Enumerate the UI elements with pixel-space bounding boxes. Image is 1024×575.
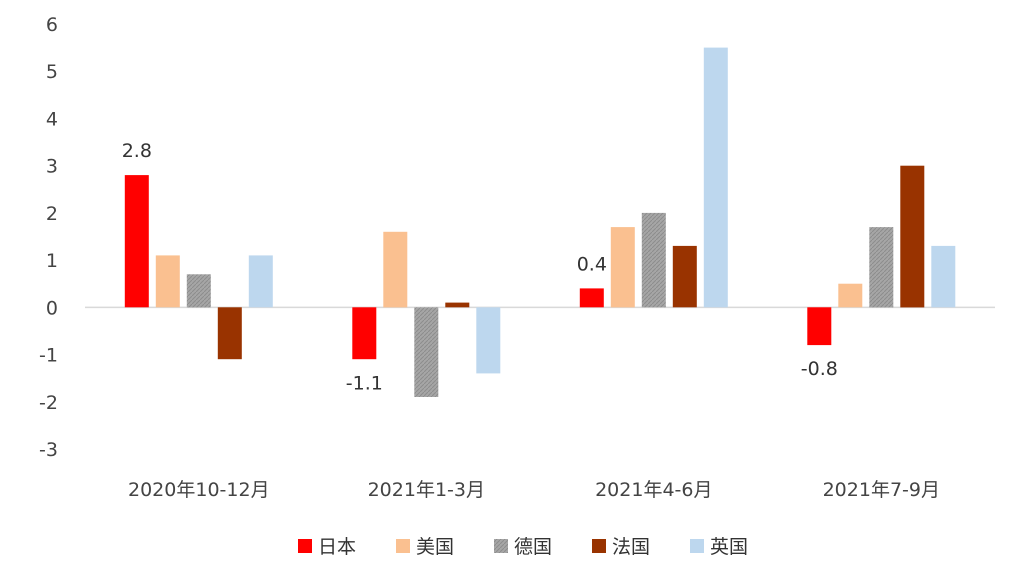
bar-series-1-cat-0 — [155, 255, 180, 308]
y-tick-label: 5 — [46, 61, 58, 83]
bar-series-2-cat-3 — [869, 227, 894, 308]
bar-series-2-cat-0 — [186, 274, 211, 308]
bar-series-3-cat-3 — [900, 165, 925, 308]
y-tick-label: 0 — [46, 297, 58, 319]
y-tick-label: 2 — [46, 203, 58, 225]
legend-label: 英国 — [710, 536, 748, 558]
y-tick-label: -3 — [39, 439, 58, 461]
x-category-label: 2020年10-12月 — [128, 479, 270, 501]
legend-swatch-0 — [298, 539, 312, 553]
legend-swatch-1 — [396, 539, 410, 553]
y-axis-tick-labels: 6 5 4 3 2 1 0 -1 -2 -3 — [39, 14, 58, 461]
bar-series-4-cat-3 — [931, 245, 956, 308]
x-category-label: 2021年7-9月 — [823, 479, 940, 501]
x-category-label: 2021年4-6月 — [595, 479, 712, 501]
bar-series-4-cat-0 — [248, 255, 273, 308]
legend-swatch-3 — [592, 539, 606, 553]
y-tick-label: 6 — [46, 14, 58, 36]
bar-series-1-cat-1 — [383, 231, 408, 308]
y-tick-label: 4 — [46, 108, 58, 130]
x-axis-category-labels: 2020年10-12月 2021年1-3月 2021年4-6月 2021年7-9月 — [128, 479, 940, 501]
bar-series-2-cat-1 — [414, 307, 439, 397]
legend-label: 法国 — [612, 536, 650, 558]
legend-swatch-4 — [690, 539, 704, 553]
bar-series-4-cat-2 — [703, 47, 728, 308]
data-label: -1.1 — [346, 372, 383, 394]
legend-label: 美国 — [416, 536, 454, 558]
bar-series-1-cat-2 — [610, 227, 635, 308]
y-tick-label: 3 — [46, 156, 58, 178]
y-tick-label: 1 — [46, 250, 58, 272]
legend-label: 日本 — [318, 536, 356, 558]
y-tick-label: -2 — [39, 392, 58, 414]
bar-series-3-cat-0 — [217, 307, 242, 360]
bar-series-0-cat-3 — [807, 307, 832, 346]
bar-series-3-cat-2 — [672, 245, 697, 308]
bar-series-0-cat-0 — [124, 175, 149, 308]
legend-label: 德国 — [514, 536, 552, 558]
bar-series-1-cat-3 — [838, 283, 863, 308]
bars-group — [124, 47, 956, 397]
data-label: 2.8 — [122, 140, 152, 162]
data-labels-group: 2.8 -1.1 0.4 -0.8 — [122, 140, 838, 394]
x-category-label: 2021年1-3月 — [368, 479, 485, 501]
bar-series-2-cat-2 — [641, 212, 666, 308]
legend-swatch-2 — [494, 539, 508, 553]
legend: 日本 美国 德国 法国 英国 — [298, 536, 748, 558]
bar-series-4-cat-1 — [476, 307, 501, 374]
y-tick-label: -1 — [39, 345, 58, 367]
bar-series-0-cat-1 — [352, 307, 377, 360]
data-label: -0.8 — [801, 358, 838, 380]
data-label: 0.4 — [577, 253, 607, 275]
bar-series-3-cat-1 — [445, 302, 470, 308]
bar-series-0-cat-2 — [579, 288, 604, 308]
